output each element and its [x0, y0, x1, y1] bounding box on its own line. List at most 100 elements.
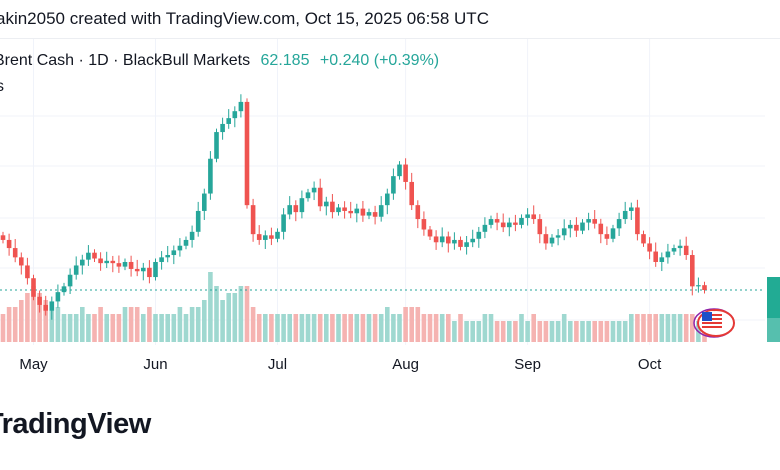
- candle-body: [195, 210, 201, 232]
- candle-body: [43, 304, 48, 311]
- candle-body: [86, 252, 91, 260]
- candle-body: [281, 214, 286, 232]
- volume-bar: [49, 307, 55, 342]
- candle-body: [275, 231, 280, 239]
- volume-bar: [98, 307, 103, 342]
- volume-bar: [549, 321, 555, 342]
- candle-body: [153, 261, 158, 278]
- volume-bar: [336, 314, 341, 342]
- candle-body: [226, 118, 231, 124]
- candle-body: [555, 235, 561, 238]
- volume-bar: [366, 314, 372, 342]
- candle-body: [641, 234, 646, 244]
- candle-body: [421, 219, 427, 230]
- candle-body: [49, 301, 55, 311]
- volume-bar: [195, 307, 201, 342]
- volume-bar: [183, 314, 189, 342]
- candle-body: [647, 243, 652, 252]
- candle-body: [476, 231, 482, 239]
- volume-bar: [482, 314, 488, 342]
- candle-body: [360, 208, 366, 216]
- candle-body: [354, 208, 360, 214]
- candle-body: [256, 234, 262, 240]
- volume-bar: [73, 314, 79, 342]
- candle-body: [507, 222, 512, 228]
- volume-bar: [683, 314, 689, 342]
- volume-bar: [299, 314, 305, 342]
- candle-body: [116, 263, 122, 267]
- volume-bar: [409, 307, 414, 342]
- volume-bar: [690, 314, 695, 342]
- volume-bar: [616, 321, 622, 342]
- candle-body: [232, 111, 238, 119]
- volume-bar: [452, 321, 457, 342]
- candle-body: [348, 210, 353, 214]
- candle-body: [470, 238, 475, 243]
- chart-attribution: akin2050 created with TradingView.com, O…: [0, 9, 489, 28]
- us-economic-event-icon[interactable]: [693, 308, 735, 338]
- volume-bar: [122, 307, 128, 342]
- volume-bar: [464, 321, 469, 342]
- volume-bar: [665, 314, 671, 342]
- candle-body: [299, 198, 305, 213]
- volume-bar: [421, 314, 427, 342]
- volume-bar: [330, 314, 335, 342]
- candle-body: [128, 261, 134, 269]
- volume-bar: [592, 321, 597, 342]
- volume-bar: [305, 314, 311, 342]
- candle-body: [287, 205, 292, 215]
- volume-bar: [403, 307, 408, 342]
- candle-body: [561, 228, 567, 236]
- candle-body: [629, 207, 634, 211]
- candle-body: [519, 217, 524, 225]
- volume-bar: [391, 314, 396, 342]
- volume-bar: [67, 314, 73, 342]
- volume-bar: [202, 300, 207, 342]
- volume-axis-label: [767, 318, 780, 342]
- volume-bar: [189, 307, 195, 342]
- candle-body: [677, 245, 683, 249]
- volume-bar: [159, 314, 164, 342]
- candle-body: [482, 224, 488, 232]
- volume-bar: [348, 314, 353, 342]
- volume-bar: [128, 307, 134, 342]
- volume-bar: [433, 314, 439, 342]
- volume-bar: [6, 307, 12, 342]
- candle-body: [543, 234, 549, 244]
- last-price: 62.185: [260, 52, 310, 69]
- volume-bar: [0, 314, 6, 342]
- volume-bar: [342, 314, 347, 342]
- candle-body: [513, 222, 518, 225]
- candle-body: [165, 255, 170, 258]
- volume-bar: [385, 307, 390, 342]
- candle-body: [202, 193, 207, 211]
- volume-bar: [147, 307, 152, 342]
- candle-body: [683, 245, 689, 256]
- candle-body: [305, 192, 311, 199]
- volume-bar: [263, 314, 268, 342]
- candle-body: [25, 265, 30, 279]
- volume-bar: [317, 314, 323, 342]
- candle-body: [61, 286, 67, 293]
- candle-body: [0, 235, 6, 240]
- candle-body: [141, 267, 146, 272]
- volume-bar: [397, 314, 402, 342]
- candle-body: [19, 257, 24, 266]
- volume-bar: [19, 300, 24, 342]
- volume-bar: [256, 314, 262, 342]
- volume-bar: [378, 314, 384, 342]
- candle-body: [592, 219, 597, 224]
- candle-body: [372, 212, 378, 217]
- volume-bar: [586, 321, 591, 342]
- candle-body: [122, 261, 128, 267]
- candle-body: [12, 248, 18, 258]
- volume-bar: [574, 321, 579, 342]
- candle-body: [702, 285, 707, 290]
- candle-body: [311, 187, 317, 193]
- candle-body: [409, 181, 414, 206]
- candle-body: [263, 235, 268, 240]
- candle-body: [488, 219, 494, 225]
- candle-body: [391, 176, 396, 194]
- volume-bar: [647, 314, 652, 342]
